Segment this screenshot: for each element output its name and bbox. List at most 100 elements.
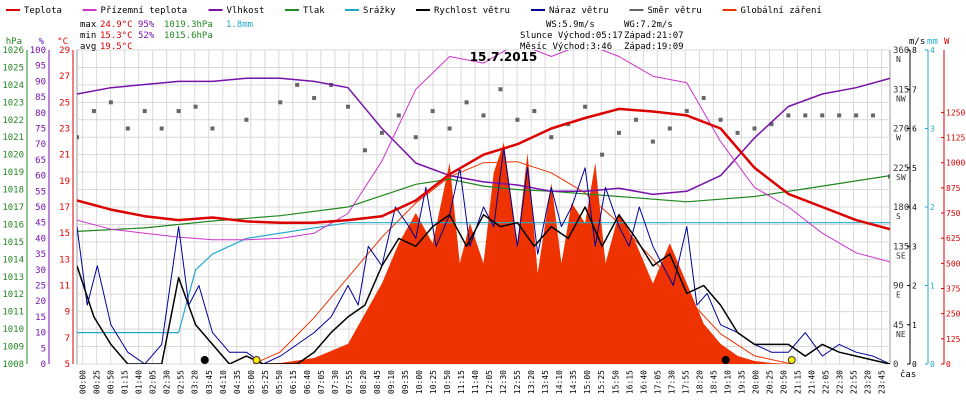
humidity-tick: 10 <box>35 329 46 339</box>
wind-direction-point <box>346 104 350 109</box>
pressure-tick: 1014 <box>2 255 24 265</box>
wind-direction-point <box>820 113 825 118</box>
radiation-tick: 1000 <box>946 159 965 168</box>
wind-dir-label: N <box>896 55 901 64</box>
pressure-tick: 1008 <box>2 360 24 370</box>
wind-dir-tick: 45 <box>893 321 904 331</box>
humidity-tick: 75 <box>35 125 46 135</box>
x-tick-label: 18:45 <box>709 370 718 394</box>
temperature-line <box>77 107 890 231</box>
wind-direction-point <box>515 117 520 122</box>
wind-dir-tick: 225 <box>893 164 909 174</box>
x-tick-label: 07:55 <box>345 370 354 394</box>
x-tick-label: 17:05 <box>653 370 662 394</box>
x-tick-label: 10:00 <box>415 370 424 394</box>
legend-label: Směr větru <box>648 6 702 16</box>
x-tick-label: 05:00 <box>247 370 256 394</box>
x-tick-label: 01:15 <box>121 370 130 394</box>
legend-label: Náraz větru <box>549 6 609 16</box>
wind-direction-point <box>413 135 418 140</box>
wind-speed-tick: 0 <box>912 360 917 369</box>
wind-speed-tick: 7 <box>912 85 917 94</box>
humidity-tick: 65 <box>35 156 46 166</box>
x-tick-label: 02:55 <box>177 370 186 394</box>
pressure-tick: 1011 <box>2 308 24 318</box>
temperature-tick: 23 <box>59 125 70 135</box>
temperature-tick: 9 <box>65 308 70 318</box>
pressure-tick: 1015 <box>2 238 24 248</box>
legend-label: Globální záření <box>741 6 822 16</box>
chart-title: 15.7.2015 <box>470 50 538 64</box>
x-tick-label: 13:20 <box>527 370 536 394</box>
wind-speed-unit: m/s <box>909 37 925 47</box>
legend-label: Tlak <box>303 6 325 16</box>
humidity-line <box>77 77 890 196</box>
wind-dir-tick: 270 <box>893 125 909 135</box>
x-tick-label: 22:30 <box>836 370 845 394</box>
wind-speed-tick: 2 <box>912 282 917 291</box>
wind-direction-point <box>77 135 79 140</box>
x-tick-label: 20:50 <box>779 370 788 394</box>
temperature-tick: 17 <box>59 203 70 213</box>
info-sunset: Západ:21:07 <box>624 31 684 41</box>
wind-direction-point <box>498 87 503 92</box>
pressure-tick: 1021 <box>2 133 24 143</box>
pressure-tick: 1023 <box>2 98 24 108</box>
x-tick-label: 06:40 <box>303 370 312 394</box>
x-tick-label: 09:10 <box>387 370 396 394</box>
humidity-tick: 40 <box>35 234 46 244</box>
radiation-tick: 625 <box>946 234 961 243</box>
wind-dir-tick: 180 <box>893 203 909 213</box>
x-axis-label: čas <box>900 369 916 380</box>
x-tick-label: 17:30 <box>667 370 676 394</box>
moonset-marker <box>721 356 730 364</box>
stats-rain: 1.8mm <box>226 20 253 30</box>
stats-min-temp: 15.3°C <box>100 31 133 41</box>
humidity-tick: 100 <box>30 46 46 56</box>
x-tick-label: 19:10 <box>723 370 732 394</box>
x-tick-label: 04:35 <box>233 370 242 394</box>
humidity-tick: 30 <box>35 266 46 276</box>
wind-direction-point <box>464 100 469 105</box>
x-tick-label: 22:55 <box>850 370 859 394</box>
humidity-tick: 55 <box>35 187 46 197</box>
humidity-tick: 70 <box>35 140 46 150</box>
wind-direction-point <box>312 95 317 100</box>
x-tick-label: 21:40 <box>808 370 817 394</box>
wind-dir-label: SE <box>896 251 906 260</box>
x-tick-label: 19:35 <box>737 370 746 394</box>
rain-tick: 2 <box>930 203 935 212</box>
wind-gust-line <box>77 147 890 364</box>
wind-direction-point <box>735 130 740 135</box>
x-tick-label: 02:05 <box>149 370 158 394</box>
radiation-tick: 1125 <box>946 134 965 143</box>
rain-tick: 0 <box>930 360 935 369</box>
wind-direction-point <box>244 117 249 122</box>
wind-direction-point <box>481 113 486 118</box>
temperature-tick: 13 <box>59 255 70 265</box>
temperature-tick: 7 <box>65 334 70 344</box>
x-tick-label: 20:00 <box>751 370 760 394</box>
x-tick-label: 22:05 <box>822 370 831 394</box>
x-tick-label: 23:45 <box>878 370 887 394</box>
wind-dir-label: SW <box>896 173 906 182</box>
wind-direction-point <box>667 126 672 131</box>
pressure-tick: 1019 <box>2 168 24 178</box>
wind-dir-label: S <box>896 212 901 221</box>
rain-tick: 3 <box>930 125 935 134</box>
x-tick-label: 06:15 <box>289 370 298 394</box>
radiation-tick: 1250 <box>946 108 965 117</box>
x-tick-label: 00:25 <box>93 370 102 394</box>
wind-direction-point <box>718 117 723 122</box>
humidity-tick: 15 <box>35 313 46 323</box>
stats-max-pressure: 1019.3hPa <box>164 20 213 30</box>
x-tick-label: 12:30 <box>499 370 508 394</box>
wind-direction-point <box>447 126 452 131</box>
x-tick-label: 18:20 <box>695 370 704 394</box>
x-tick-label: 17:55 <box>681 370 690 394</box>
x-tick-label: 15:00 <box>583 370 592 394</box>
wind-direction-point <box>430 109 435 114</box>
x-tick-label: 13:45 <box>541 370 550 394</box>
radiation-tick: 250 <box>946 310 961 319</box>
